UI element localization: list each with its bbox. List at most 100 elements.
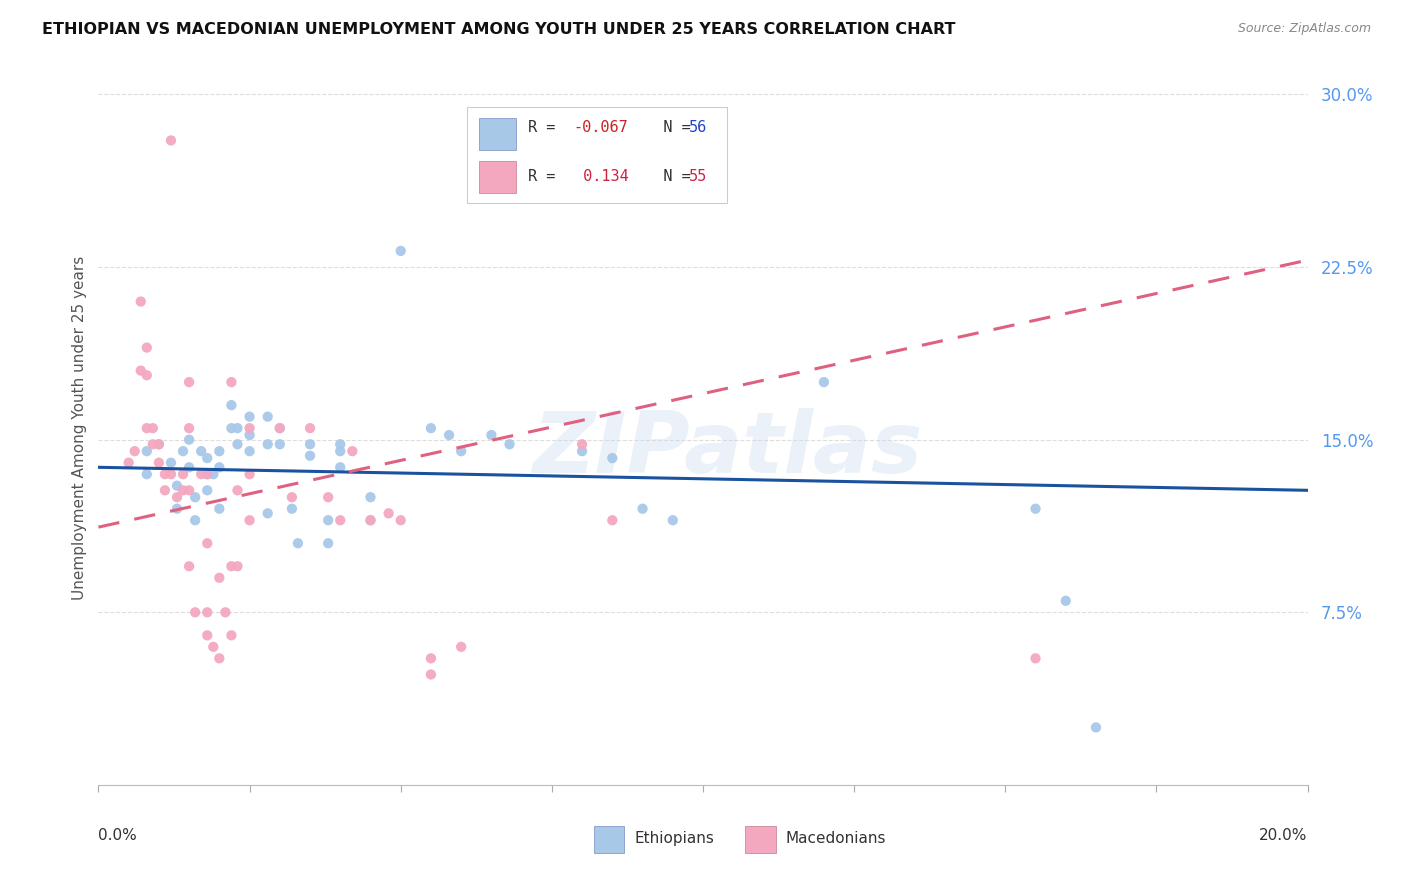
Point bbox=[208, 501, 231, 516]
FancyBboxPatch shape bbox=[467, 107, 727, 203]
Text: R =: R = bbox=[527, 169, 564, 184]
Point bbox=[153, 467, 176, 482]
Text: 56: 56 bbox=[689, 120, 707, 135]
Point bbox=[195, 628, 218, 642]
Point bbox=[135, 368, 157, 383]
Point bbox=[221, 559, 243, 574]
Point bbox=[360, 490, 382, 504]
Text: ETHIOPIAN VS MACEDONIAN UNEMPLOYMENT AMONG YOUTH UNDER 25 YEARS CORRELATION CHAR: ETHIOPIAN VS MACEDONIAN UNEMPLOYMENT AMO… bbox=[42, 22, 956, 37]
Point bbox=[179, 375, 201, 389]
Point bbox=[184, 513, 207, 527]
Point bbox=[437, 428, 460, 442]
Point bbox=[190, 467, 212, 482]
Point bbox=[226, 559, 249, 574]
Point bbox=[239, 421, 262, 435]
Point bbox=[269, 437, 291, 451]
Point bbox=[135, 444, 157, 458]
Point bbox=[329, 437, 352, 451]
Y-axis label: Unemployment Among Youth under 25 years: Unemployment Among Youth under 25 years bbox=[72, 256, 87, 600]
Point bbox=[195, 483, 218, 498]
Point bbox=[287, 536, 309, 550]
Point bbox=[299, 421, 322, 435]
Point bbox=[329, 444, 352, 458]
Bar bbox=[745, 826, 776, 853]
Text: N =: N = bbox=[637, 169, 700, 184]
Point bbox=[281, 490, 304, 504]
Point bbox=[571, 437, 593, 451]
Point bbox=[329, 513, 352, 527]
Point bbox=[226, 437, 249, 451]
Text: Source: ZipAtlas.com: Source: ZipAtlas.com bbox=[1237, 22, 1371, 36]
Point bbox=[142, 421, 165, 435]
Point bbox=[269, 421, 291, 435]
Point bbox=[360, 513, 382, 527]
Point bbox=[148, 437, 170, 451]
Point bbox=[179, 559, 201, 574]
Point bbox=[498, 437, 520, 451]
Point bbox=[118, 456, 141, 470]
Point bbox=[179, 433, 201, 447]
Point bbox=[190, 444, 212, 458]
Point bbox=[208, 651, 231, 665]
Point bbox=[239, 513, 262, 527]
Point bbox=[221, 375, 243, 389]
Bar bbox=[479, 118, 516, 150]
Point bbox=[179, 421, 201, 435]
Point bbox=[135, 421, 157, 435]
Point bbox=[256, 506, 278, 520]
Point bbox=[160, 133, 183, 147]
Point bbox=[420, 421, 443, 435]
Point bbox=[389, 513, 412, 527]
Point bbox=[1054, 594, 1077, 608]
Point bbox=[179, 483, 201, 498]
Point bbox=[813, 375, 835, 389]
Text: R =: R = bbox=[527, 120, 564, 135]
Point bbox=[661, 513, 683, 527]
Text: Ethiopians: Ethiopians bbox=[634, 831, 714, 846]
Text: 0.134: 0.134 bbox=[574, 169, 628, 184]
Text: ZIPatlas: ZIPatlas bbox=[531, 408, 922, 491]
Point bbox=[450, 640, 472, 654]
Point bbox=[239, 409, 262, 424]
Point bbox=[631, 501, 654, 516]
Point bbox=[172, 483, 194, 498]
Point bbox=[184, 605, 207, 619]
Point bbox=[450, 444, 472, 458]
Point bbox=[208, 571, 231, 585]
Point bbox=[208, 460, 231, 475]
Point bbox=[135, 341, 157, 355]
Point bbox=[166, 501, 188, 516]
Point bbox=[281, 501, 304, 516]
Point bbox=[316, 490, 339, 504]
Point bbox=[239, 428, 262, 442]
Point bbox=[202, 640, 225, 654]
Text: 20.0%: 20.0% bbox=[1260, 828, 1308, 843]
Point bbox=[269, 421, 291, 435]
Point bbox=[195, 536, 218, 550]
Point bbox=[221, 398, 243, 412]
Point bbox=[571, 444, 593, 458]
Point bbox=[389, 244, 412, 258]
Point bbox=[179, 460, 201, 475]
Point bbox=[420, 651, 443, 665]
Point bbox=[148, 456, 170, 470]
Point bbox=[239, 444, 262, 458]
Point bbox=[129, 363, 152, 377]
Point bbox=[160, 467, 183, 482]
Point bbox=[166, 490, 188, 504]
Point bbox=[195, 467, 218, 482]
Point bbox=[377, 506, 399, 520]
Point bbox=[239, 467, 262, 482]
Point bbox=[221, 628, 243, 642]
Bar bbox=[479, 161, 516, 193]
Point bbox=[184, 490, 207, 504]
Point bbox=[226, 483, 249, 498]
Point bbox=[329, 460, 352, 475]
Point bbox=[1085, 720, 1108, 734]
Point bbox=[226, 421, 249, 435]
Text: Macedonians: Macedonians bbox=[785, 831, 886, 846]
Point bbox=[299, 437, 322, 451]
Point bbox=[166, 479, 188, 493]
Point bbox=[129, 294, 152, 309]
Point bbox=[208, 444, 231, 458]
